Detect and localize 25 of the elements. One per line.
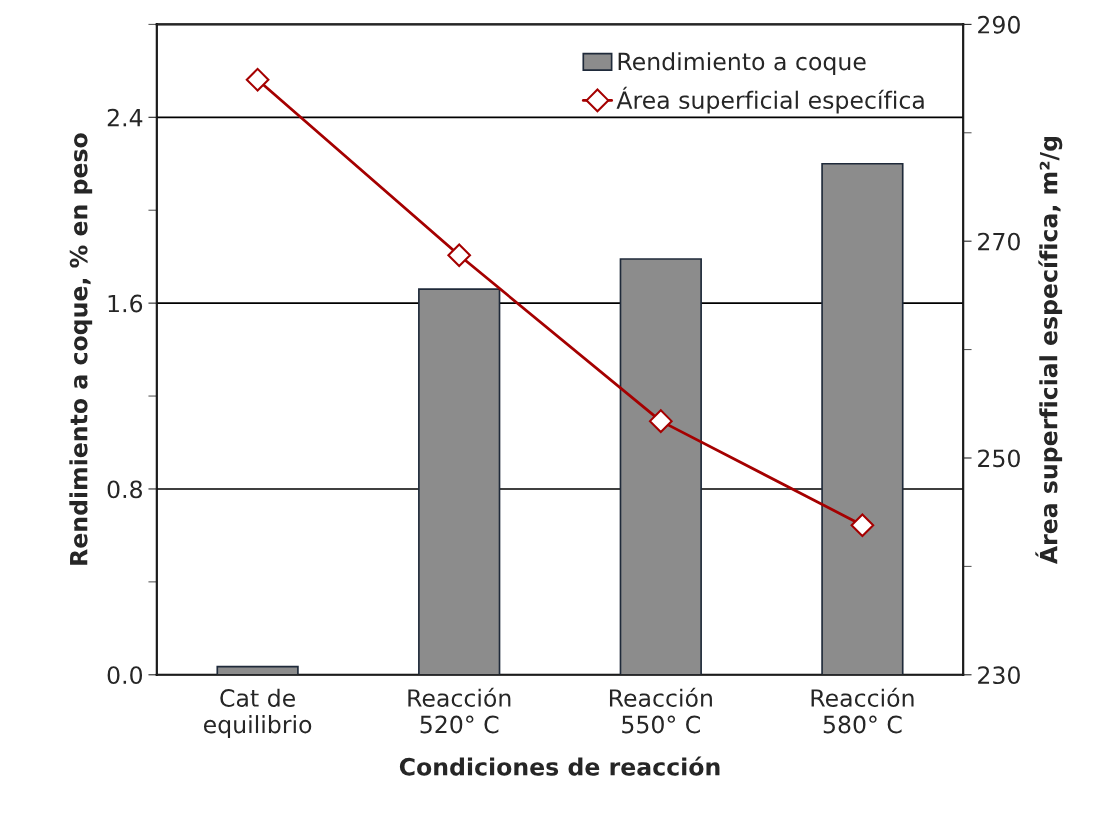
legend-label: Área superficial específica bbox=[616, 86, 924, 114]
y2-tick-label: 270 bbox=[978, 232, 1020, 251]
y-tick-label: 0.8 bbox=[107, 480, 142, 499]
y-axis-title: Rendimiento a coque, % en peso bbox=[69, 133, 93, 565]
bar bbox=[821, 162, 904, 675]
legend-label: Rendimiento a coque bbox=[618, 52, 866, 75]
bar bbox=[619, 258, 702, 675]
x-tick-label: Reacción 520° C bbox=[408, 687, 511, 734]
y-tick-label: 2.4 bbox=[107, 108, 143, 127]
x-tick-label: Cat de equilibrio bbox=[203, 688, 312, 738]
y-tick-label: 1.6 bbox=[108, 294, 143, 313]
y2-tick-label: 250 bbox=[978, 449, 1020, 468]
point bbox=[245, 67, 270, 92]
x-tick-label: Reacción 550° C bbox=[609, 687, 712, 734]
point bbox=[447, 243, 472, 268]
bar bbox=[418, 288, 501, 675]
x-axis-title: Condiciones de reacción bbox=[399, 756, 720, 776]
y2-tick-label: 290 bbox=[978, 15, 1020, 34]
bar bbox=[216, 665, 299, 675]
y-tick-label: 0.0 bbox=[107, 666, 143, 685]
y2-tick-label: 230 bbox=[978, 666, 1020, 685]
point bbox=[648, 409, 673, 433]
point bbox=[850, 513, 875, 538]
y2-axis-title: Área superficial específica, m²/g bbox=[1035, 136, 1063, 565]
x-tick-label: Reacción 580° C bbox=[811, 687, 914, 734]
